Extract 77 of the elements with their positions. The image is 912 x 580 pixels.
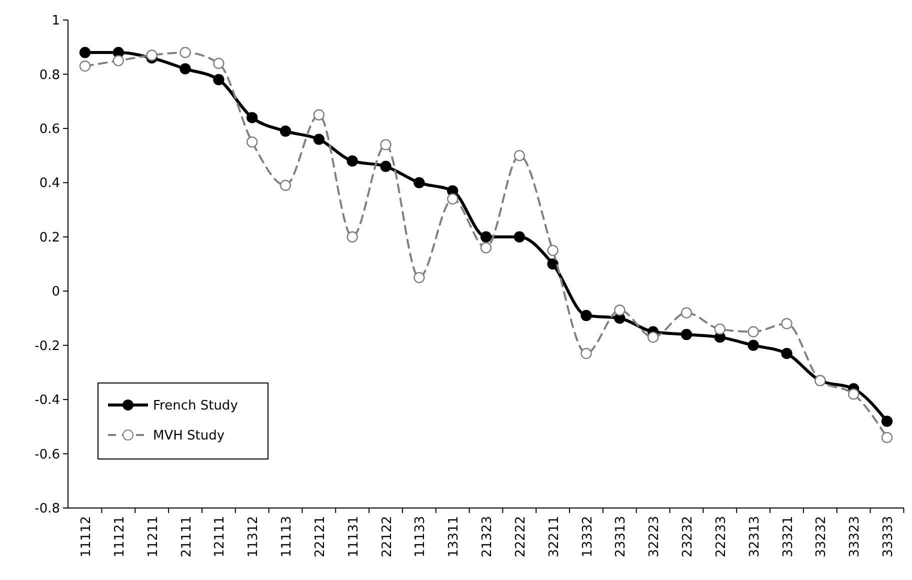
x-tick-label: 11131 bbox=[346, 516, 362, 558]
x-tick-label: 21323 bbox=[480, 516, 495, 558]
y-tick-label: 0.8 bbox=[39, 68, 60, 83]
point bbox=[514, 231, 526, 242]
point bbox=[180, 46, 191, 58]
y-tick-label: -0.2 bbox=[34, 338, 60, 354]
point bbox=[280, 180, 292, 191]
x-tick-label: 33232 bbox=[814, 516, 830, 558]
x-tick-label: 13332 bbox=[580, 516, 596, 558]
point bbox=[380, 160, 392, 172]
point bbox=[246, 136, 258, 148]
x-tick-label: 22233 bbox=[714, 516, 729, 558]
point bbox=[380, 139, 392, 150]
y-tick-label: 0.2 bbox=[39, 230, 60, 246]
point bbox=[414, 177, 425, 188]
x-tick-label: 33321 bbox=[780, 516, 796, 558]
point bbox=[313, 109, 325, 120]
x-tick-label: 22222 bbox=[513, 516, 528, 558]
x-tick-label: 11211 bbox=[146, 516, 161, 558]
point bbox=[280, 126, 292, 137]
x-tick-label: 11112 bbox=[79, 516, 94, 558]
point bbox=[79, 46, 91, 58]
point bbox=[346, 231, 358, 242]
x-tick-label: 32223 bbox=[647, 516, 662, 558]
x-tick-label: 21111 bbox=[179, 516, 194, 558]
point bbox=[213, 58, 224, 69]
point bbox=[580, 310, 592, 322]
point bbox=[246, 112, 258, 124]
x-tick-label: 23232 bbox=[680, 516, 696, 558]
point bbox=[748, 340, 759, 351]
legend-label: MVH Study bbox=[153, 428, 225, 444]
point bbox=[781, 318, 792, 330]
point bbox=[313, 134, 325, 145]
point bbox=[480, 231, 492, 242]
y-tick-label: 0.4 bbox=[39, 176, 60, 192]
point bbox=[213, 74, 224, 86]
point bbox=[781, 348, 792, 360]
point bbox=[748, 326, 759, 338]
x-tick-label: 11312 bbox=[246, 516, 262, 558]
point bbox=[346, 155, 358, 167]
point bbox=[580, 348, 592, 360]
point bbox=[714, 323, 726, 335]
y-tick-label: 0.6 bbox=[39, 122, 60, 137]
x-tick-label: 22122 bbox=[380, 516, 395, 558]
y-tick-label: 0 bbox=[52, 284, 60, 300]
point bbox=[680, 307, 692, 318]
point bbox=[881, 416, 893, 427]
legend-label: French Study bbox=[153, 398, 238, 414]
point bbox=[414, 272, 425, 284]
y-tick-label: -0.4 bbox=[34, 393, 60, 408]
point bbox=[614, 304, 626, 316]
point bbox=[848, 388, 860, 400]
point bbox=[146, 50, 158, 61]
x-tick-label: 32313 bbox=[747, 516, 762, 558]
x-tick-label: 12111 bbox=[212, 516, 228, 558]
point bbox=[480, 242, 492, 254]
x-tick-label: 22121 bbox=[312, 516, 328, 558]
point bbox=[79, 60, 91, 72]
x-tick-label: 11113 bbox=[280, 516, 294, 558]
x-tick-label: 33333 bbox=[881, 516, 896, 558]
y-tick-label: -0.8 bbox=[34, 502, 60, 517]
x-tick-label: 11121 bbox=[112, 516, 128, 558]
x-tick-label: 13311 bbox=[446, 516, 462, 558]
point bbox=[514, 150, 526, 162]
x-tick-label: 33323 bbox=[848, 516, 863, 558]
point bbox=[680, 328, 692, 340]
y-tick-label: 1 bbox=[52, 14, 60, 29]
point bbox=[547, 258, 558, 270]
x-tick-label: 11133 bbox=[413, 516, 428, 558]
x-tick-label: 23313 bbox=[614, 516, 629, 558]
point bbox=[112, 55, 124, 66]
point bbox=[647, 332, 659, 343]
x-tick-label: 32211 bbox=[546, 516, 562, 558]
point bbox=[547, 244, 558, 256]
point bbox=[180, 63, 191, 74]
y-tick-label: -0.6 bbox=[34, 447, 60, 462]
point bbox=[446, 193, 458, 205]
